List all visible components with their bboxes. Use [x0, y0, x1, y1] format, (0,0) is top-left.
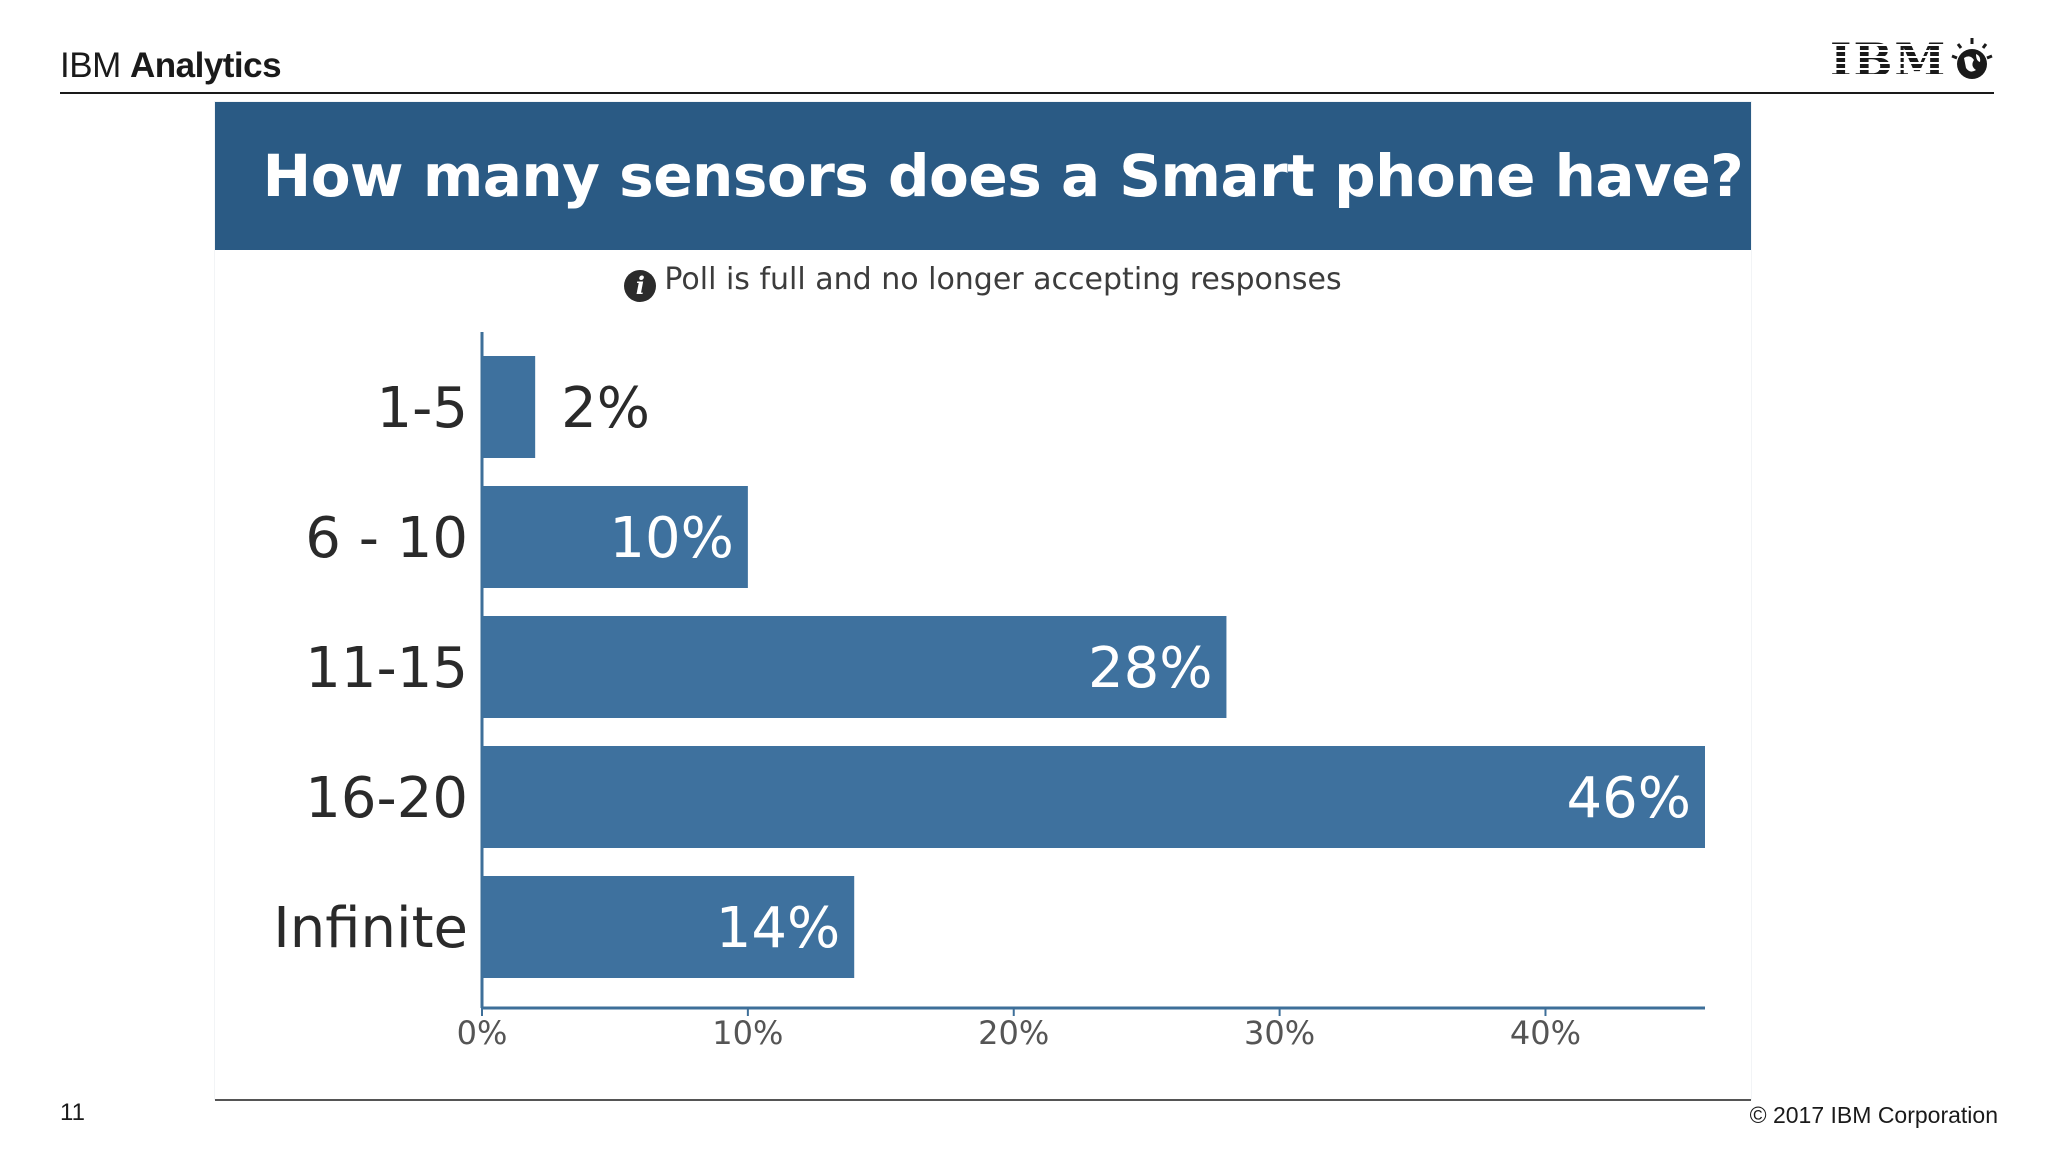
- brand-ibm: IBM: [60, 46, 121, 85]
- ibm-logo-text: IBM: [1830, 34, 1947, 86]
- copyright: © 2017 IBM Corporation: [1749, 1102, 1998, 1128]
- value-label: 14%: [716, 896, 840, 961]
- page-number: 11: [60, 1099, 85, 1126]
- poll-card: How many sensors does a Smart phone have…: [215, 102, 1751, 1099]
- bar: [482, 876, 855, 978]
- bar: [482, 746, 1705, 848]
- category-label: 16-20: [305, 766, 468, 831]
- poll-status-text: Poll is full and no longer accepting res…: [664, 262, 1342, 297]
- smarter-planet-icon: [1951, 38, 1993, 79]
- info-icon: i: [624, 270, 657, 302]
- x-tick-label: 20%: [978, 1014, 1049, 1052]
- value-label: 2%: [561, 376, 650, 441]
- footer-divider: [215, 1099, 1751, 1101]
- bar: [482, 356, 536, 458]
- value-label: 28%: [1088, 636, 1212, 701]
- poll-header: [215, 102, 1751, 250]
- value-label: 10%: [609, 506, 733, 571]
- bar: [482, 616, 1227, 718]
- brand-analytics: Analytics: [129, 46, 282, 85]
- ibm-logo: IBM: [1830, 34, 1993, 86]
- category-label: 1-5: [377, 376, 468, 441]
- x-tick-label: 0%: [457, 1014, 508, 1052]
- category-label: 6 - 10: [305, 506, 468, 571]
- brand-title: IBM Analytics: [60, 46, 282, 86]
- poll-status: i Poll is full and no longer accepting re…: [215, 262, 1751, 302]
- x-tick-label: 40%: [1510, 1014, 1581, 1052]
- category-label: 11-15: [305, 636, 468, 701]
- category-label: Infinite: [273, 896, 468, 961]
- value-label: 46%: [1567, 766, 1691, 831]
- header-divider: [60, 92, 1994, 94]
- x-tick-label: 30%: [1244, 1014, 1315, 1052]
- bar: [482, 486, 748, 588]
- poll-title: How many sensors does a Smart phone have…: [262, 142, 1744, 210]
- x-tick-label: 10%: [712, 1014, 783, 1052]
